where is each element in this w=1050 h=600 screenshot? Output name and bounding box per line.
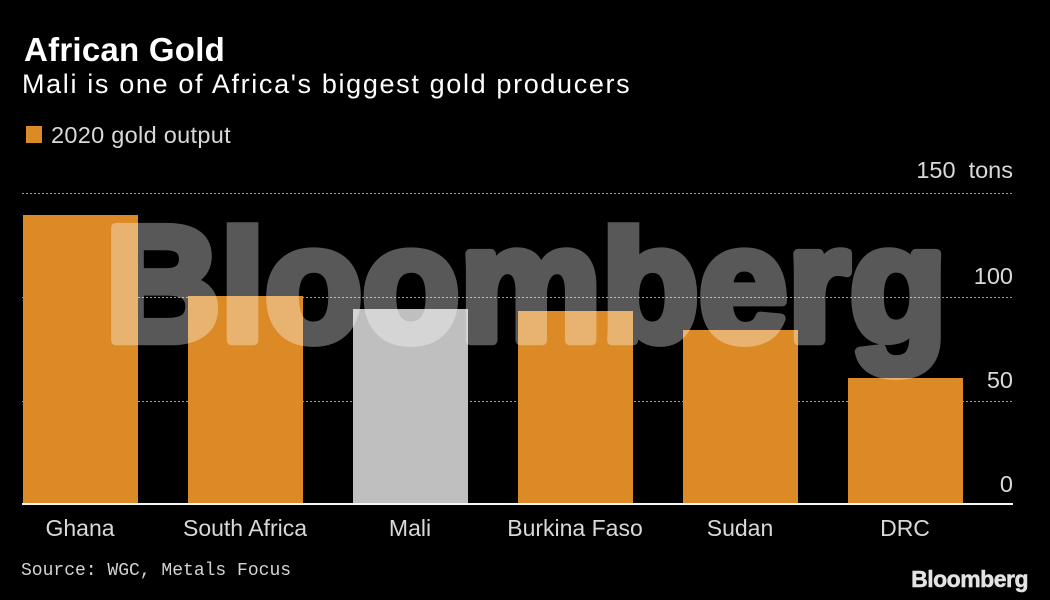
svg-text:Bloomberg: Bloomberg xyxy=(105,194,947,376)
